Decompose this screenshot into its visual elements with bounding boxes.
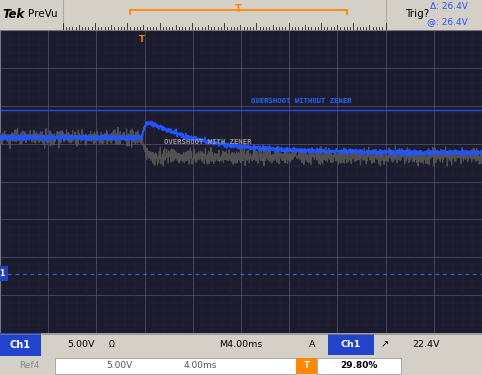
Text: OVERSHOOT WITH ZENER: OVERSHOOT WITH ZENER: [164, 139, 252, 145]
Text: 1: 1: [0, 269, 5, 278]
Text: PreVu: PreVu: [28, 9, 57, 20]
Bar: [296, 358, 317, 374]
Bar: [0, 333, 41, 356]
Text: Ref4: Ref4: [19, 361, 40, 370]
Text: 22.4V: 22.4V: [412, 340, 440, 349]
Text: Ch1: Ch1: [10, 340, 31, 350]
Text: Ω: Ω: [108, 340, 114, 349]
Bar: [328, 334, 374, 355]
Text: 4.00ms: 4.00ms: [183, 361, 216, 370]
Text: 5.00V: 5.00V: [67, 340, 95, 349]
Text: 29.80%: 29.80%: [340, 361, 377, 370]
Bar: [0, 266, 8, 282]
Text: M4.00ms: M4.00ms: [219, 340, 263, 349]
Text: OVERSHOOT WITHOUT ZENER: OVERSHOOT WITHOUT ZENER: [251, 98, 351, 104]
Text: ↗: ↗: [381, 340, 389, 350]
Text: Trig?: Trig?: [405, 9, 429, 20]
Text: T: T: [304, 361, 309, 370]
Bar: [55, 358, 296, 374]
Text: T: T: [235, 4, 242, 15]
Text: Tek: Tek: [2, 8, 25, 21]
Text: T: T: [139, 34, 145, 44]
Bar: [317, 358, 401, 374]
Text: A: A: [308, 340, 315, 349]
Text: @: 26.4V: @: 26.4V: [427, 17, 468, 26]
Text: 5.00V: 5.00V: [106, 361, 132, 370]
Text: Δ: 26.4V: Δ: 26.4V: [429, 2, 468, 11]
Text: Ch1: Ch1: [340, 340, 361, 349]
